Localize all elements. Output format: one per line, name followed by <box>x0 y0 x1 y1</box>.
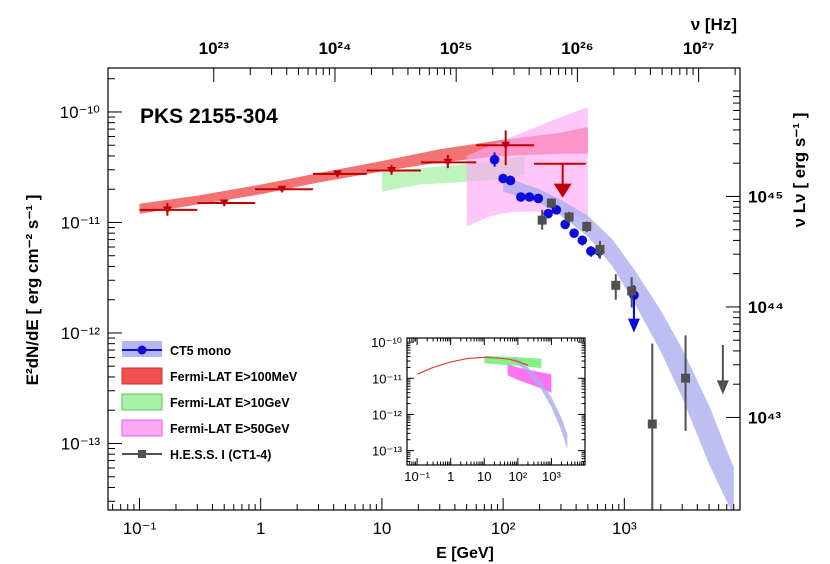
x-tick-label: 1 <box>256 519 265 538</box>
legend-label: Fermi-LAT E>50GeV <box>170 422 290 436</box>
ct5-mono-point-4 <box>524 192 535 202</box>
y-tick-label: 10⁻¹¹ <box>61 213 101 232</box>
fermi-lat-e-100mev-points-point-0 <box>162 206 172 214</box>
series-fermi-lat-upper-limit <box>534 162 586 198</box>
inset-x-tick-label: 1 <box>447 469 454 484</box>
y2-tick-label: 10⁴⁵ <box>748 187 783 206</box>
axes: 10⁻¹ 1 10 10² 10³ 10⁻¹³ 10⁻¹² 10⁻¹¹ 10⁻¹⁰ 10²³ 10²… <box>60 39 784 538</box>
series-h-e-s-s-i-ct1-4 <box>537 198 691 510</box>
inset-y-tick-label: 10⁻¹² <box>372 407 403 422</box>
ct5-mono-point-9 <box>569 228 579 238</box>
y2-tick-label: 10⁴³ <box>748 408 781 427</box>
inset-x-tick-label: 10³ <box>542 469 561 484</box>
fermi-lat-e-100mev-points-point-6 <box>501 141 511 150</box>
fermi-lat-upper-limit-point-0-arrowhead <box>553 183 572 198</box>
x2-tick-label: 10²⁴ <box>318 39 351 58</box>
h-e-s-s-i-ct1-4-point-3 <box>582 221 592 231</box>
x-axis-label: E [GeV] <box>436 545 494 562</box>
legend-entry-fermi-lat-e-50gev: Fermi-LAT E>50GeV <box>121 419 290 437</box>
x-tick-label: 10² <box>491 519 516 538</box>
legend-label: H.E.S.S. I (CT1-4) <box>170 448 271 462</box>
inset-x-tick-label: 10² <box>508 469 527 484</box>
legend-swatch <box>121 367 163 385</box>
h-e-s-s-i-ct1-4-point-8 <box>681 373 691 383</box>
x-tick-label: 10³ <box>612 519 637 538</box>
inset-y-tick-label: 10⁻¹¹ <box>372 371 403 386</box>
h-e-s-s-i-ct1-4-point-4 <box>595 244 605 254</box>
series-ct5-mono-upper-limit <box>627 295 640 333</box>
ct5-mono-upper-limit-point-0-arrowhead <box>627 318 640 333</box>
inset-x-tick-label: 10⁻¹ <box>404 469 430 484</box>
legend-swatch-marker <box>138 450 146 458</box>
h-e-s-s-i-ct1-4-point-7 <box>647 419 657 429</box>
legend-entry-fermi-lat-e-10gev: Fermi-LAT E>10GeV <box>121 393 290 411</box>
inset-bands <box>416 355 568 450</box>
h-e-s-s-i-ct1-4-point-5 <box>611 280 621 290</box>
y-tick-label: 10⁻¹² <box>61 324 101 343</box>
x-tick-label: 10 <box>372 519 391 538</box>
band-fermi-lat-e-50gev <box>466 107 588 227</box>
x2-axis-label: ν [Hz] <box>691 15 737 34</box>
h-e-s-s-i-ct1-4-point-2 <box>564 212 574 222</box>
y-tick-label: 10⁻¹³ <box>61 434 101 453</box>
legend-swatch-marker <box>137 345 147 355</box>
h-e-s-s-i-upper-limit-point-0-arrowhead <box>716 380 729 395</box>
series-fermi-lat-e-100mev-points <box>139 130 535 216</box>
y-axis-label: E²dN/dE [ erg cm⁻² s⁻¹ ] <box>23 195 42 386</box>
inset-plot: 10⁻¹ 1 10 10² 10³ 10⁻¹³ 10⁻¹² 10⁻¹¹ 10⁻¹⁰ <box>371 335 586 484</box>
inset-y-tick-label: 10⁻¹³ <box>372 444 403 459</box>
legend-swatch <box>121 393 163 411</box>
h-e-s-s-i-ct1-4-point-0 <box>537 215 547 225</box>
fermi-lat-e-100mev-points-point-5 <box>443 158 453 167</box>
ct5-mono-point-2 <box>505 175 516 186</box>
data-series <box>139 130 729 510</box>
fermi-lat-e-100mev-points-point-2 <box>277 185 287 194</box>
series-h-e-s-s-i-upper-limit <box>716 344 729 395</box>
y-tick-label: 10⁻¹⁰ <box>60 103 101 122</box>
ct5-mono-point-3 <box>516 192 526 202</box>
legend-entry-fermi-lat-e-100mev: Fermi-LAT E>100MeV <box>121 367 298 385</box>
x2-tick-label: 10²⁵ <box>440 39 473 58</box>
plot-frame <box>107 67 741 511</box>
fermi-lat-e-100mev-points-point-4 <box>386 167 396 175</box>
legend-entry-h-e-s-s-i-ct1-4: H.E.S.S. I (CT1-4) <box>122 448 271 462</box>
x2-tick-label: 10²³ <box>199 39 230 58</box>
x2-tick-label: 10²⁷ <box>683 39 715 58</box>
legend-label: CT5 mono <box>170 344 231 358</box>
legend-swatch <box>121 419 163 437</box>
y2-axis-label: ν Lν [ erg s⁻¹ ] <box>790 113 809 228</box>
fermi-lat-e-100mev-points-point-1 <box>219 199 229 208</box>
ct5-mono-point-10 <box>577 235 588 246</box>
band-fermi-lat-e-100mev <box>139 127 588 214</box>
h-e-s-s-i-ct1-4-point-6 <box>627 286 637 296</box>
legend-label: Fermi-LAT E>100MeV <box>170 370 298 384</box>
fermi-lat-e-100mev-points-point-3 <box>332 170 342 178</box>
inset-curve <box>416 356 529 375</box>
ct5-mono-point-11 <box>586 246 596 256</box>
inset-y-tick-label: 10⁻¹⁰ <box>371 335 402 350</box>
x-tick-label: 10⁻¹ <box>123 519 157 538</box>
ct5-mono-point-8 <box>560 219 570 230</box>
x-axis-label-text: E [GeV] <box>436 545 494 562</box>
legend-label: Fermi-LAT E>10GeV <box>170 396 290 410</box>
ct5-mono-point-0 <box>489 154 500 165</box>
ct5-mono-point-1 <box>498 173 508 184</box>
x2-tick-label: 10²⁶ <box>561 39 593 58</box>
legend-entry-ct5-mono: CT5 mono <box>122 341 231 358</box>
inset-axes: 10⁻¹ 1 10 10² 10³ 10⁻¹³ 10⁻¹² 10⁻¹¹ 10⁻¹⁰ <box>371 335 585 484</box>
uncertainty-bands <box>139 107 734 510</box>
h-e-s-s-i-ct1-4-point-1 <box>546 198 556 208</box>
ct5-mono-point-5 <box>533 193 544 204</box>
y2-tick-label: 10⁴⁴ <box>748 298 784 317</box>
legend: CT5 mono Fermi-LAT E>100MeV Fermi-LAT E>10… <box>121 341 298 462</box>
inset-x-tick-label: 10 <box>477 469 491 484</box>
chart-title: PKS 2155-304 <box>140 105 278 128</box>
